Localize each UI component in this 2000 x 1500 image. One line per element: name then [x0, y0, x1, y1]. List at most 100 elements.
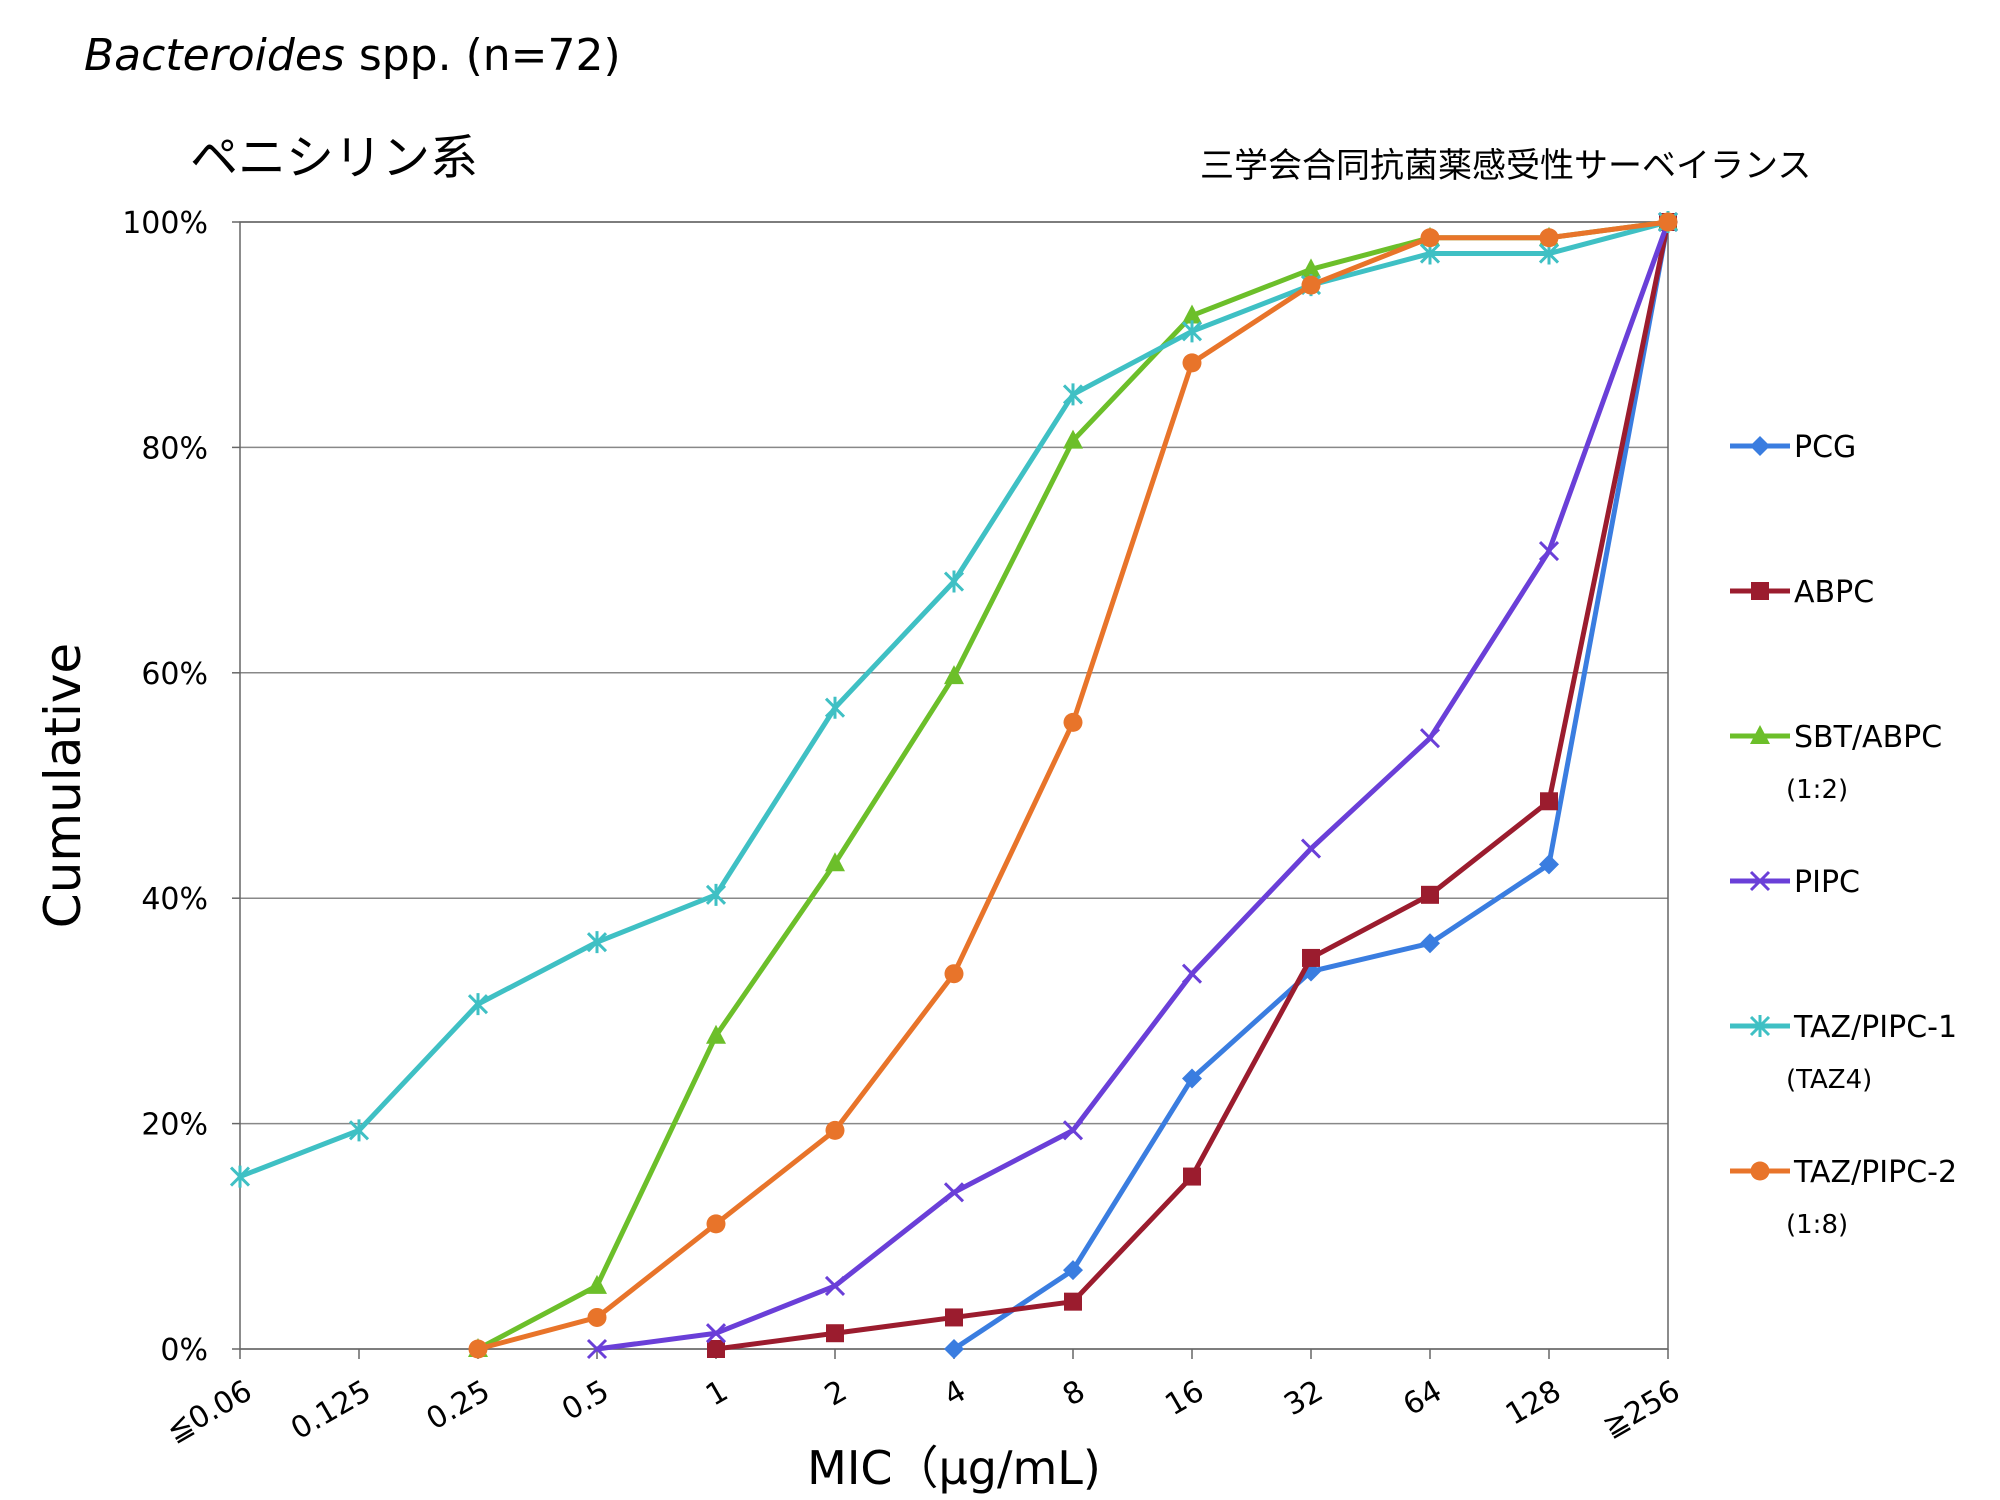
data-point [1182, 304, 1202, 324]
data-point [1538, 541, 1560, 562]
legend-item: TAZ/PIPC-1 (TAZ4) [1730, 1010, 1957, 1095]
series-line [594, 219, 1671, 1352]
data-point [1181, 320, 1203, 343]
data-point [1750, 1161, 1770, 1181]
data-point [1063, 1260, 1083, 1281]
data-point [229, 1165, 251, 1188]
legend-label: PIPC [1794, 865, 1860, 900]
data-point [586, 931, 608, 954]
data-point [943, 1182, 965, 1203]
data-point [1749, 1015, 1771, 1037]
series-abpc [707, 213, 1677, 1358]
data-point [1300, 838, 1322, 859]
legend: PCG ABPC SBT/ABPC (1:2) PIPC TAZ/PIPC-1 (TAZ4)… [1730, 430, 1957, 1240]
data-point [945, 1308, 963, 1327]
data-point [1750, 725, 1770, 744]
x-tick-label: 0.125 [285, 1374, 377, 1447]
data-point [467, 993, 489, 1016]
x-axis: ≦0.06 0.125 0.25 0.5 1 2 4 8 16 32 64 128 ≧256 [161, 1349, 1686, 1450]
x-axis-title: MIC（μg/mL) [807, 1441, 1101, 1495]
x-tick-label: 32 [1278, 1374, 1329, 1423]
y-tick-label: 0% [160, 1333, 208, 1368]
series-pcg [944, 212, 1678, 1359]
data-point [1539, 228, 1559, 248]
y-axis-title: Cumulative [34, 643, 92, 928]
data-point [825, 1120, 845, 1140]
series-line [951, 219, 1671, 1352]
series-sbt-abpc [468, 211, 1678, 1357]
series-taz-pipc-2 [468, 212, 1678, 1359]
x-tick-label: 0.25 [421, 1374, 496, 1438]
x-tick-label: 8 [1057, 1374, 1091, 1414]
legend-sublabel: (1:8) [1786, 1210, 1848, 1240]
data-point [1063, 429, 1083, 449]
data-point [1063, 712, 1083, 732]
series-pipc [586, 211, 1679, 1360]
data-point [1749, 870, 1771, 892]
chart-subtitle: ペニシリン系 [190, 130, 479, 186]
data-point [1182, 1068, 1202, 1089]
data-point [587, 1307, 607, 1327]
data-point [1062, 383, 1084, 406]
x-tick-label: ≦0.06 [161, 1374, 258, 1450]
legend-label: ABPC [1794, 575, 1874, 610]
legend-item: SBT/ABPC (1:2) [1730, 720, 1942, 805]
data-point [1750, 436, 1770, 456]
legend-sublabel: (1:2) [1786, 775, 1848, 805]
y-tick-label: 20% [141, 1108, 208, 1143]
x-tick-label: 128 [1500, 1374, 1567, 1433]
data-point [706, 1214, 726, 1234]
data-point [706, 1024, 726, 1044]
data-point [1420, 228, 1440, 248]
legend-sublabel: (TAZ4) [1786, 1065, 1872, 1095]
legend-label: SBT/ABPC [1794, 720, 1942, 755]
y-tick-label: 40% [141, 882, 208, 917]
data-point [586, 1338, 608, 1360]
plot-area-border [239, 221, 1669, 1350]
data-point [468, 1339, 488, 1359]
x-tick-label: 1 [700, 1374, 734, 1414]
data-point [1301, 275, 1321, 295]
data-point [826, 1324, 844, 1343]
data-point [943, 570, 965, 593]
legend-item: PIPC [1730, 865, 1860, 900]
data-point [1181, 963, 1203, 984]
y-axis: 0% 20% 40% 60% 80% 100% [122, 206, 240, 1368]
data-point [1419, 728, 1441, 749]
data-point [1182, 353, 1202, 373]
data-point [1421, 885, 1439, 904]
series-taz-pipc-1 [229, 211, 1679, 1188]
x-tick-label: 2 [819, 1374, 853, 1414]
x-tick-label: ≧256 [1597, 1374, 1686, 1446]
y-tick-label: 100% [122, 206, 208, 241]
data-point [705, 883, 727, 906]
data-point [1751, 582, 1769, 600]
legend-label: PCG [1794, 430, 1856, 465]
legend-item: ABPC [1730, 575, 1874, 610]
data-point [1420, 933, 1440, 954]
x-tick-label: 0.5 [556, 1374, 615, 1428]
y-tick-label: 80% [141, 431, 208, 466]
data-point [944, 964, 964, 984]
data-point [587, 1274, 607, 1294]
legend-item: PCG [1730, 430, 1856, 465]
data-point [1658, 212, 1678, 232]
organism-count: spp. (n=72) [344, 30, 621, 81]
data-point [1301, 258, 1321, 278]
gridlines [240, 221, 1668, 1350]
data-point [1183, 1167, 1201, 1186]
x-tick-label: 4 [938, 1374, 972, 1414]
source-caption: 三学会合同抗菌薬感受性サーベイランス [1200, 146, 1812, 186]
data-point [1540, 792, 1558, 811]
legend-item: TAZ/PIPC-2 (1:8) [1730, 1155, 1957, 1240]
data-point [944, 665, 964, 685]
data-point [824, 696, 846, 719]
data-point [1062, 1120, 1084, 1141]
data-point [944, 1339, 964, 1359]
x-tick-label: 16 [1159, 1374, 1210, 1423]
data-point [707, 1340, 725, 1358]
data-point [1539, 854, 1559, 875]
data-point [825, 852, 845, 872]
data-point [1302, 948, 1320, 967]
